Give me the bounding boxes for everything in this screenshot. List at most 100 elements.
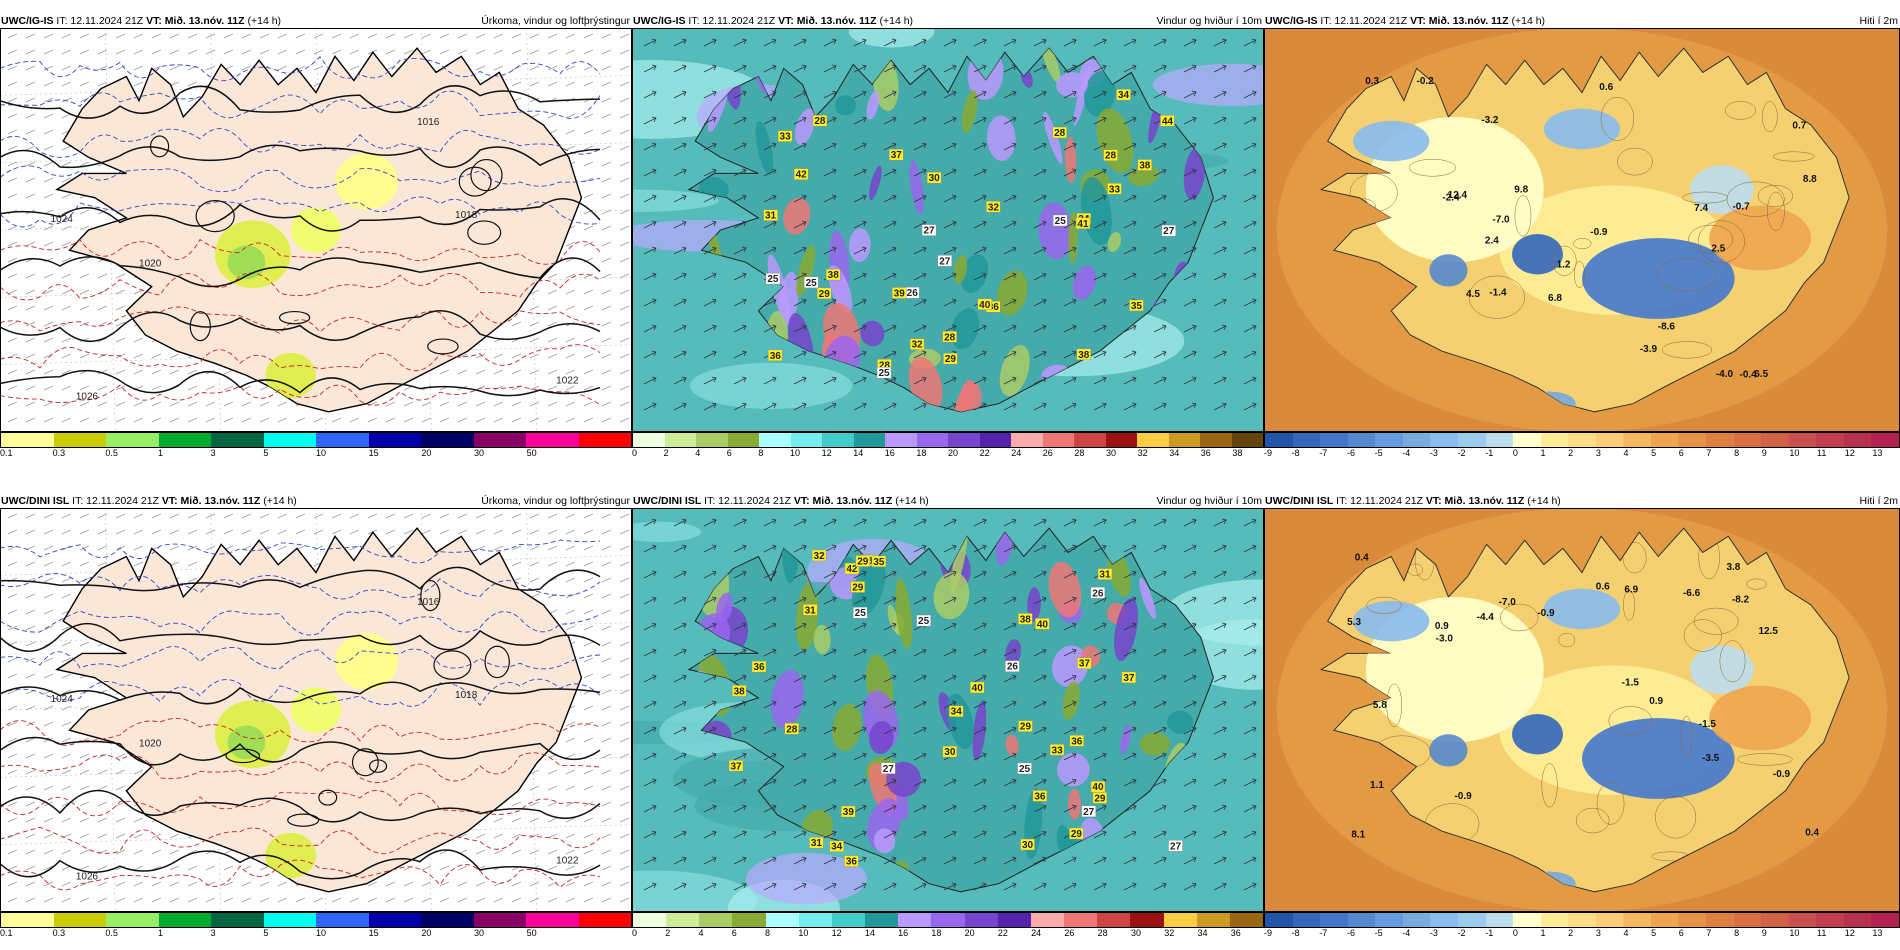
- svg-text:36: 36: [753, 662, 765, 673]
- colorbar-tick-label: 20: [948, 448, 959, 458]
- colorbar-swatch: [368, 913, 421, 927]
- colorbar-swatch: [158, 433, 211, 447]
- colorbar-tick-label: 30: [1130, 928, 1141, 938]
- colorbar-swatch: [931, 913, 965, 927]
- colorbar-tick-label: 0.3: [52, 448, 66, 458]
- colorbar-swatch: [316, 913, 369, 927]
- colorbar-swatch: [1168, 433, 1200, 447]
- temperature-label: 6.8: [1548, 293, 1562, 304]
- colorbar-swatch: [1196, 913, 1230, 927]
- temperature-label: -0.2: [1417, 76, 1435, 87]
- colorbar-swatch: [316, 433, 369, 447]
- isobar-label: 1022: [556, 856, 579, 867]
- colorbar-tick-label: 10: [316, 448, 327, 458]
- colorbar-tick-label: 14: [864, 928, 875, 938]
- colorbar-tick-label: -6: [1346, 928, 1355, 938]
- colorbar-tick-label: 10: [790, 448, 801, 458]
- gust-label: 25: [853, 607, 868, 619]
- colorbar-swatch: [1540, 433, 1569, 447]
- colorbar-swatch: [1457, 913, 1486, 927]
- colorbar-swatch: [1402, 913, 1431, 927]
- colorbar-tick-label: 2: [1568, 448, 1574, 458]
- colorbar-tick-label: 9: [1761, 448, 1767, 458]
- gust-label: 32: [811, 549, 827, 562]
- isobar-label: 1018: [455, 690, 478, 701]
- valid-time: VT: Mið. 13.nóv. 11Z: [146, 15, 245, 27]
- gust-label: 26: [1005, 660, 1020, 673]
- colorbar-tick-label: 34: [1169, 448, 1180, 458]
- colorbar-tick-label: -2: [1457, 928, 1466, 938]
- colorbar-swatch: [53, 433, 106, 447]
- temperature-label: -1.5: [1699, 719, 1717, 730]
- colorbar: -9 -8 -7 -6 -5 -4 -3 -2 -1 0 1 2 3 4 5 6 7 8 9 10 11 12 13: [1264, 432, 1900, 458]
- isobar-label: 1016: [417, 117, 440, 128]
- colorbar-swatch: [1105, 433, 1137, 447]
- svg-text:38: 38: [1078, 350, 1090, 361]
- colorbar-tick-label: 4: [695, 448, 701, 458]
- isobar-label: 1024: [51, 694, 74, 705]
- lead-time: (+14 h): [879, 15, 914, 27]
- colorbar-swatch: [853, 433, 885, 447]
- gust-label: 40: [1090, 780, 1106, 793]
- svg-text:34: 34: [831, 842, 843, 853]
- colorbar-tick-label: 0: [1512, 928, 1518, 938]
- colorbar-tick-label: 36: [1200, 448, 1211, 458]
- isobar-label: 1022: [556, 376, 579, 387]
- colorbar-swatch: [1347, 913, 1376, 927]
- temperature-label: -0.9: [1454, 791, 1472, 802]
- colorbar-tick-label: 24: [1031, 928, 1042, 938]
- temperature-label: -7.0: [1499, 597, 1517, 608]
- svg-text:36: 36: [770, 351, 782, 362]
- gust-label: 27: [1081, 805, 1096, 818]
- svg-text:25: 25: [878, 368, 890, 379]
- map-area: 5.3 -0.9 5.8 -0.9 -3.0 1.1 3.8 -1.5 6.9 0.6 -1.5 8.…: [1264, 508, 1900, 912]
- colorbar-tick-label: 1: [158, 928, 164, 938]
- colorbar-tick-label: 5: [263, 928, 269, 938]
- svg-text:29: 29: [1071, 829, 1083, 840]
- colorbar-tick-label: 3: [1595, 448, 1601, 458]
- colorbar-swatch: [1595, 913, 1624, 927]
- colorbar-tick-label: 1: [1540, 448, 1546, 458]
- gust-label: 36: [1069, 735, 1084, 747]
- svg-text:28: 28: [944, 332, 956, 343]
- init-time: IT: 12.11.2024 21Z: [72, 495, 159, 507]
- colorbar-tick-label: 6: [1678, 928, 1684, 938]
- colorbar-swatch: [1200, 433, 1232, 447]
- colorbar-swatch: [1, 913, 54, 927]
- colorbar-tick-label: -7: [1319, 928, 1328, 938]
- map-area: 25 38 34 27 28 37 27 25 26 27 29 28 28 38 36 44 36 30 31 32…: [632, 28, 1264, 432]
- panel-title: UWC/DINI ISL IT: 12.11.2024 21Z VT: Mið.…: [632, 494, 1264, 508]
- colorbar-swatch: [1042, 433, 1074, 447]
- temperature-label: -0.7: [1732, 201, 1750, 212]
- svg-text:38: 38: [1139, 160, 1151, 171]
- colorbar-tick-label: 2: [665, 928, 671, 938]
- colorbar-swatch: [1347, 433, 1376, 447]
- gust-label: 39: [892, 287, 907, 299]
- svg-text:33: 33: [1052, 745, 1064, 756]
- colorbar-tick-label: 32: [1164, 928, 1175, 938]
- colorbar-swatch: [1163, 913, 1197, 927]
- panel-title: UWC/IG-IS IT: 12.11.2024 21Z VT: Mið. 13…: [0, 14, 632, 28]
- init-time: IT: 12.11.2024 21Z: [704, 495, 791, 507]
- gust-label: 28: [784, 723, 799, 735]
- model-name: UWC/DINI ISL: [1, 495, 70, 507]
- colorbar-swatch: [1513, 433, 1541, 447]
- gust-label: 29: [850, 581, 865, 593]
- gust-label: 27: [1168, 840, 1183, 852]
- gust-label: 38: [731, 685, 747, 697]
- colorbar-tick-label: -5: [1374, 928, 1383, 938]
- colorbar-swatch: [822, 433, 854, 447]
- map-svg: 25 38 34 27 28 37 27 25 26 27 29 28 28 38 36 44 36 30 31 32…: [632, 28, 1264, 432]
- gust-label: 29: [1069, 827, 1084, 840]
- svg-text:33: 33: [780, 132, 792, 143]
- svg-text:30: 30: [1022, 840, 1034, 851]
- product-name: Vindur og hviður í 10m: [1156, 495, 1262, 507]
- temperature-label: 0.4: [1355, 553, 1369, 564]
- gust-label: 37: [728, 760, 744, 772]
- valid-time: VT: Mið. 13.nóv. 11Z: [1410, 15, 1509, 27]
- gust-label: 37: [1077, 657, 1092, 670]
- gust-label: 38: [1076, 348, 1092, 361]
- svg-text:36: 36: [1071, 736, 1083, 747]
- temperature-label: 7.4: [1694, 203, 1708, 214]
- colorbar-swatch: [765, 913, 799, 927]
